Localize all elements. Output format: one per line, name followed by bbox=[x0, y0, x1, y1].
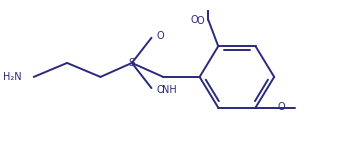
Text: O: O bbox=[156, 85, 164, 95]
Text: NH: NH bbox=[162, 85, 177, 95]
Text: H₂N: H₂N bbox=[3, 72, 22, 82]
Text: O: O bbox=[191, 15, 198, 25]
Text: O: O bbox=[156, 31, 164, 41]
Text: O: O bbox=[277, 102, 285, 112]
Text: O: O bbox=[197, 16, 204, 26]
Text: S: S bbox=[128, 58, 135, 68]
